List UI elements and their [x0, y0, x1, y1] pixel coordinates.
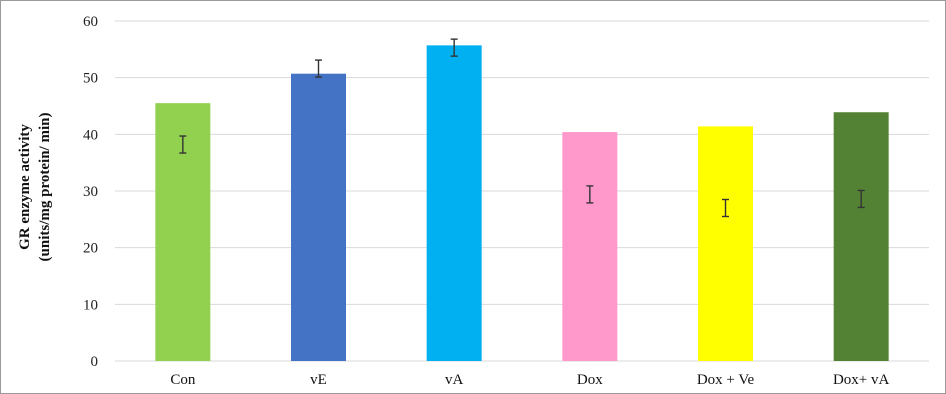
error-bar-6 [857, 189, 865, 209]
error-bar-4 [586, 185, 594, 204]
bar-4 [562, 132, 618, 361]
error-bar-3 [450, 38, 458, 57]
y-tick-label: 30 [83, 184, 98, 200]
error-bars [179, 38, 865, 218]
y-tick-label: 40 [83, 127, 98, 143]
y-tick-label: 20 [83, 241, 98, 257]
y-tick-label: 60 [83, 14, 98, 30]
x-category-label: Dox [577, 372, 603, 388]
x-category-label: Dox + Ve [697, 372, 755, 388]
y-tick-label: 0 [91, 354, 99, 370]
y-axis-title-line2: (units/mg protein/ min) [37, 113, 53, 262]
error-bar-5 [722, 198, 729, 218]
gridlines [115, 20, 929, 362]
bar-3 [426, 45, 482, 361]
error-bar-1 [179, 135, 187, 154]
bars [155, 45, 889, 362]
bar-5 [698, 126, 753, 362]
x-category-label: vA [445, 372, 464, 388]
x-axis-labels: Con vE vA Dox Dox + Ve Dox+ vA [170, 372, 889, 388]
bar-6 [833, 112, 889, 361]
x-category-label: Con [170, 372, 196, 388]
error-bar-2 [315, 59, 322, 78]
y-axis-ticks: 0 10 20 30 40 50 60 [83, 14, 98, 370]
bar-2 [291, 73, 346, 361]
y-axis-title-line1: GR enzyme activity [17, 124, 33, 250]
y-tick-label: 50 [83, 71, 98, 87]
x-category-label: Dox+ vA [833, 372, 890, 388]
x-category-label: vE [310, 372, 327, 388]
y-tick-label: 10 [83, 297, 98, 313]
